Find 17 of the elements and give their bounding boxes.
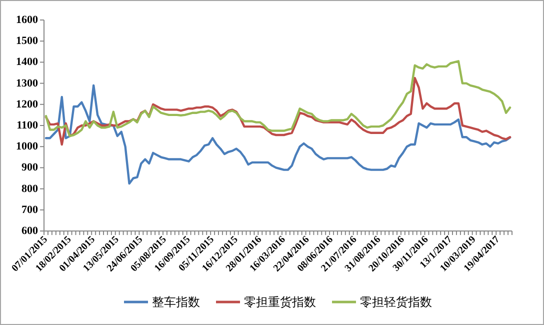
legend-label: 零担重货指数 <box>244 295 316 309</box>
y-tick-label: 1200 <box>16 98 38 110</box>
y-tick-label: 1100 <box>16 120 38 132</box>
y-tick-label: 800 <box>22 182 38 195</box>
legend-label: 整车指数 <box>152 295 200 309</box>
line-series <box>44 76 512 146</box>
legend-label: 零担轻货指数 <box>360 295 432 309</box>
line-series <box>44 84 512 185</box>
y-tick-label: 1600 <box>16 14 38 26</box>
y-tick-label: 900 <box>22 162 38 174</box>
y-tick-label: 1500 <box>16 35 38 48</box>
y-tick-label: 600 <box>22 225 38 237</box>
y-tick-label: 1400 <box>16 56 38 68</box>
y-tick-label: 1300 <box>16 77 38 90</box>
line-series <box>44 60 512 138</box>
y-tick-label: 1000 <box>16 140 38 153</box>
y-tick-label: 700 <box>22 204 38 216</box>
